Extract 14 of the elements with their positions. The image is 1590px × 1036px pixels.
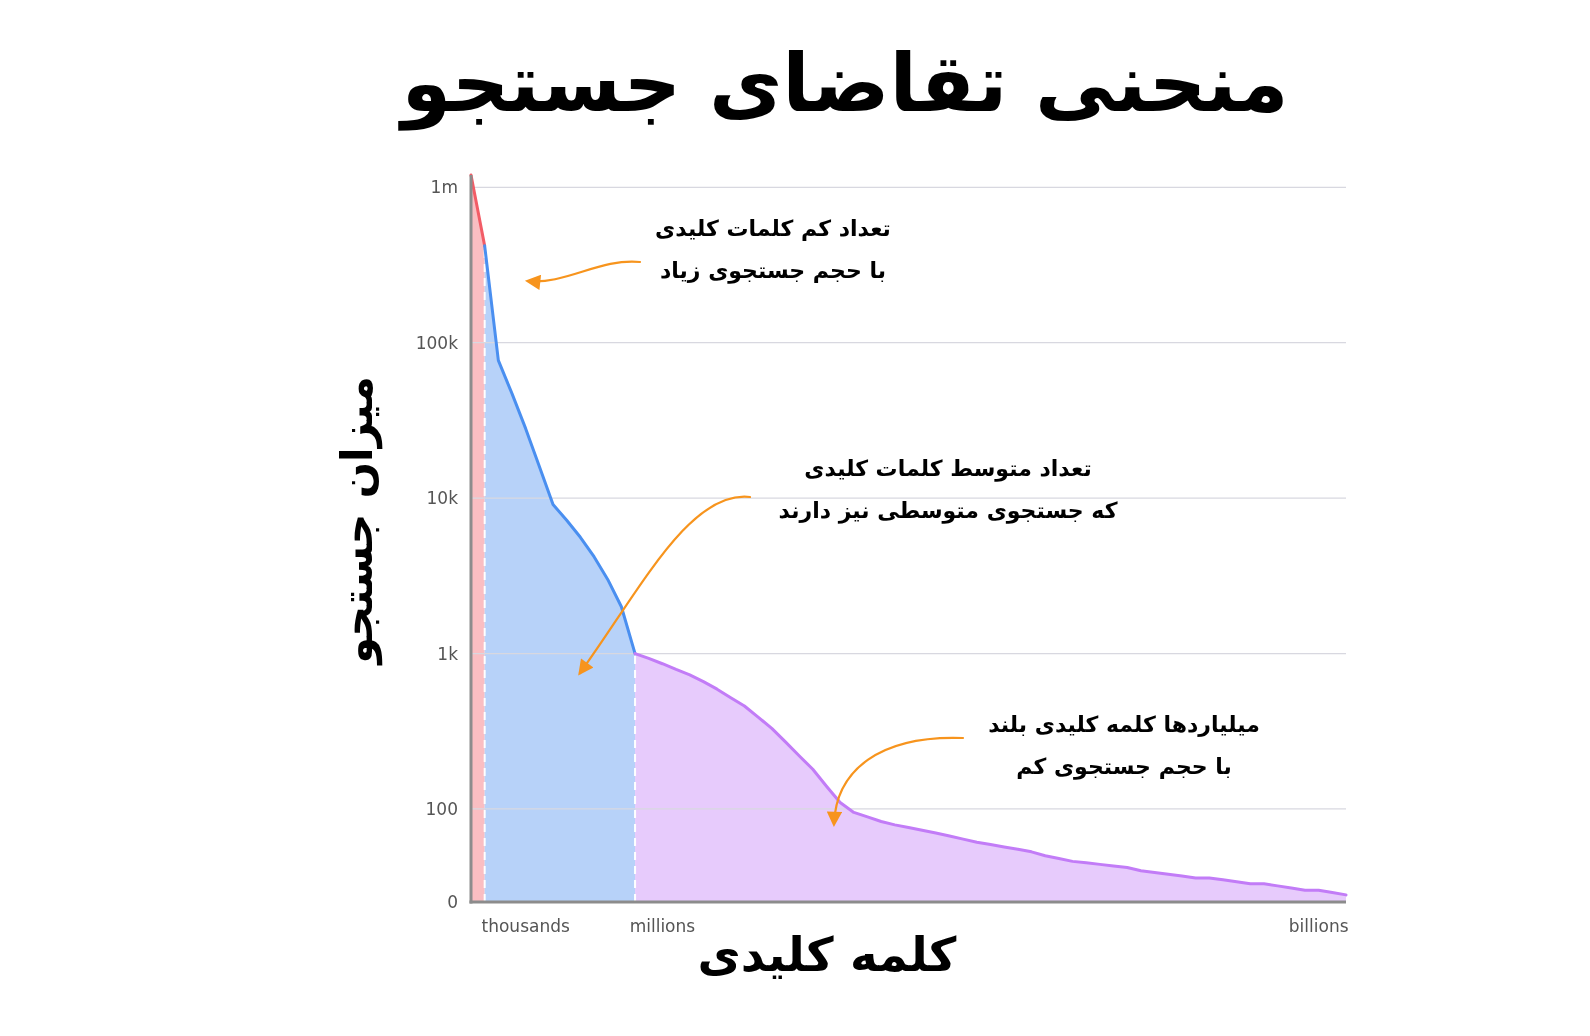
x-tick-label: millions xyxy=(629,916,696,936)
x-tick-label: billions xyxy=(1288,916,1349,936)
x-tick-label: thousands xyxy=(481,916,570,936)
annotation: تعداد کم کلمات کلیدی با حجم جستجوی زیاد xyxy=(655,215,891,286)
y-tick-label: 1k xyxy=(437,643,458,664)
y-tick-label: 0 xyxy=(447,892,458,912)
y-tick-label: 100k xyxy=(415,332,458,353)
y-tick-label: 10k xyxy=(426,488,458,509)
annotation: تعداد متوسط کلمات کلیدی که جستجوی متوسطی نیز دارند xyxy=(778,455,1118,526)
y-axis-title: میزان جستجو xyxy=(331,376,383,664)
y-tick-label: 1m xyxy=(430,177,458,198)
annotation: میلیاردها کلمه کلیدی بلند با حجم جستجوی کم xyxy=(988,711,1260,782)
x-axis-title: کلمه کلیدی xyxy=(697,927,957,983)
y-tick-label: 100 xyxy=(425,798,458,819)
